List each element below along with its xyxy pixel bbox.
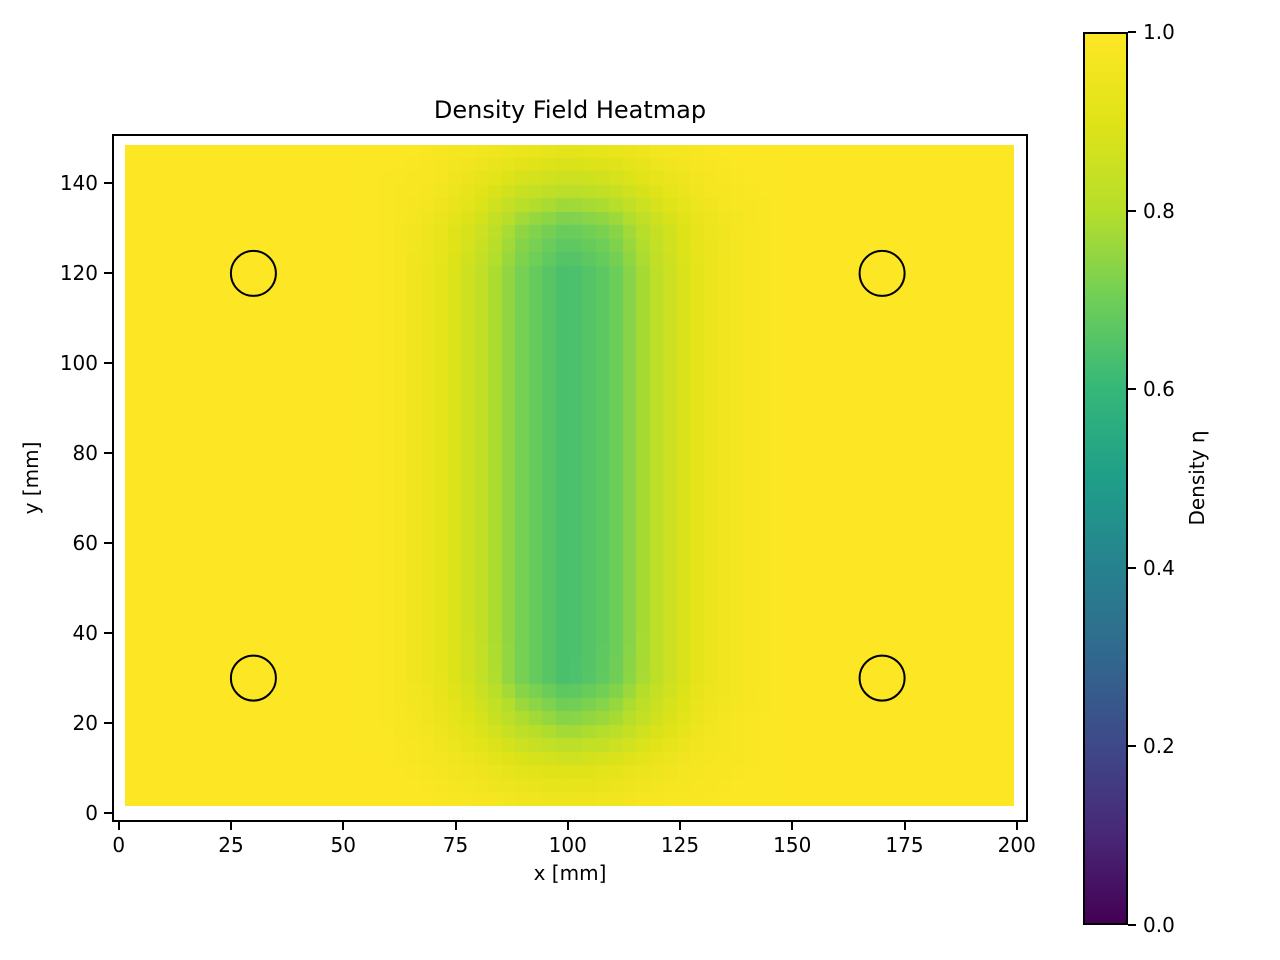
x-tick-label: 0 [112,833,126,857]
colorbar-tick-mark [1128,924,1136,926]
colorbar-tick-label: 0.8 [1143,198,1175,223]
x-tick-mark [454,822,457,830]
x-tick-label: 50 [330,833,356,857]
y-tick-label: 140 [59,171,98,196]
y-tick-mark [104,452,112,455]
colorbar-tick-mark [1128,209,1136,212]
colorbar-tick-label: 0.4 [1143,555,1175,580]
y-tick-mark [104,362,112,365]
chart-title: Density Field Heatmap [433,96,707,124]
y-tick-mark [104,632,112,635]
x-tick-label: 25 [218,833,244,857]
x-tick-label: 75 [442,833,469,857]
x-tick-label: 125 [660,833,700,857]
y-tick-label: 0 [85,801,98,825]
x-tick-mark [566,822,569,830]
y-tick-label: 40 [72,621,98,646]
y-tick-mark [104,182,112,185]
y-tick-label: 20 [72,711,98,736]
x-tick-mark [229,822,232,830]
y-tick-label: 80 [72,441,98,466]
x-tick-mark [342,822,345,830]
heatmap-canvas [125,145,1015,807]
x-tick-label: 100 [548,833,587,857]
y-tick-mark [104,272,112,275]
x-tick-label: 200 [997,833,1036,857]
x-tick-mark [791,822,794,830]
y-tick-label: 60 [72,531,98,556]
hole-marker-circle [229,654,277,702]
colorbar-tick-label: 1.0 [1143,20,1175,44]
x-tick-label: 175 [885,833,924,857]
y-tick-mark [104,812,112,814]
colorbar-tick-mark [1128,745,1136,748]
y-tick-mark [104,722,112,725]
x-axis-label: x [mm] [533,861,607,885]
hole-marker-circle [858,654,906,702]
y-tick-mark [104,542,112,545]
plot-area [112,134,1028,822]
colorbar-tick-mark [1128,31,1136,33]
x-tick-mark [903,822,906,830]
hole-marker-circle [858,249,906,297]
x-tick-mark [117,822,120,830]
x-tick-mark [1015,822,1018,830]
hole-marker-circle [229,249,277,297]
x-tick-label: 150 [773,833,812,857]
colorbar-tick-label: 0.0 [1143,913,1175,937]
colorbar-tick-label: 0.6 [1143,377,1175,402]
colorbar-label: Density η [1185,430,1209,526]
y-tick-label: 100 [59,351,98,376]
hole-markers-overlay [229,249,906,702]
colorbar-tick-label: 0.2 [1143,734,1175,759]
y-tick-label: 120 [59,261,98,286]
colorbar-tick-mark [1128,566,1136,569]
colorbar-tick-mark [1128,388,1136,391]
colorbar [1083,32,1128,925]
x-tick-mark [679,822,681,830]
